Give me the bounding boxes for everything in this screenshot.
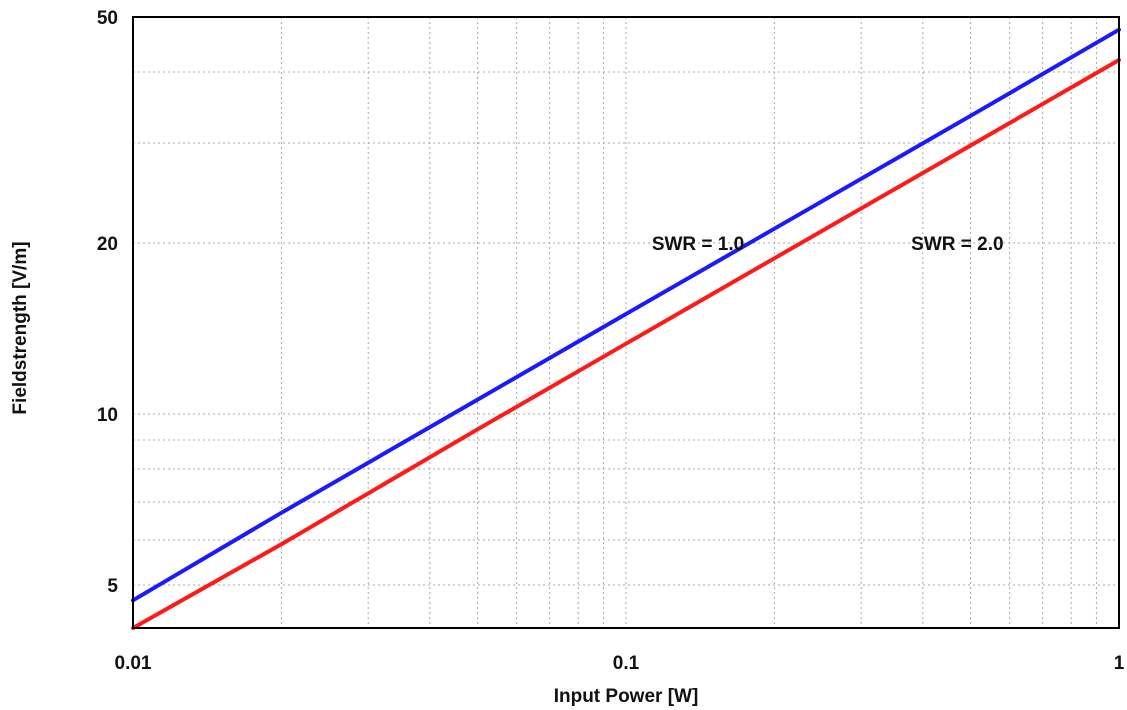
- annotation-label: SWR = 1.0: [652, 234, 744, 255]
- x-tick-labels: 0.01 0.1 1: [115, 653, 1125, 674]
- y-tick-label: 50: [97, 8, 118, 29]
- series-layer: [131, 27, 1121, 630]
- y-tick-label: 10: [97, 405, 118, 426]
- grid: [133, 17, 1119, 628]
- y-tick-label: 20: [97, 234, 118, 255]
- series-line-1: [131, 27, 1121, 603]
- x-tick-label: 0.1: [613, 653, 640, 674]
- annotation-label: SWR = 2.0: [911, 234, 1003, 255]
- y-tick-label: 5: [107, 576, 118, 597]
- y-axis-label: Fieldstrength [V/m]: [10, 241, 31, 414]
- y-tick-labels: 5 10 20 50: [97, 8, 119, 597]
- series-line-2: [131, 58, 1121, 630]
- x-axis-label: Input Power [W]: [554, 686, 699, 707]
- plot-frame: [132, 16, 1120, 629]
- x-tick-label: 1: [1114, 653, 1125, 674]
- annotations: SWR = 1.0 SWR = 2.0: [652, 234, 1004, 255]
- x-tick-label: 0.01: [115, 653, 152, 674]
